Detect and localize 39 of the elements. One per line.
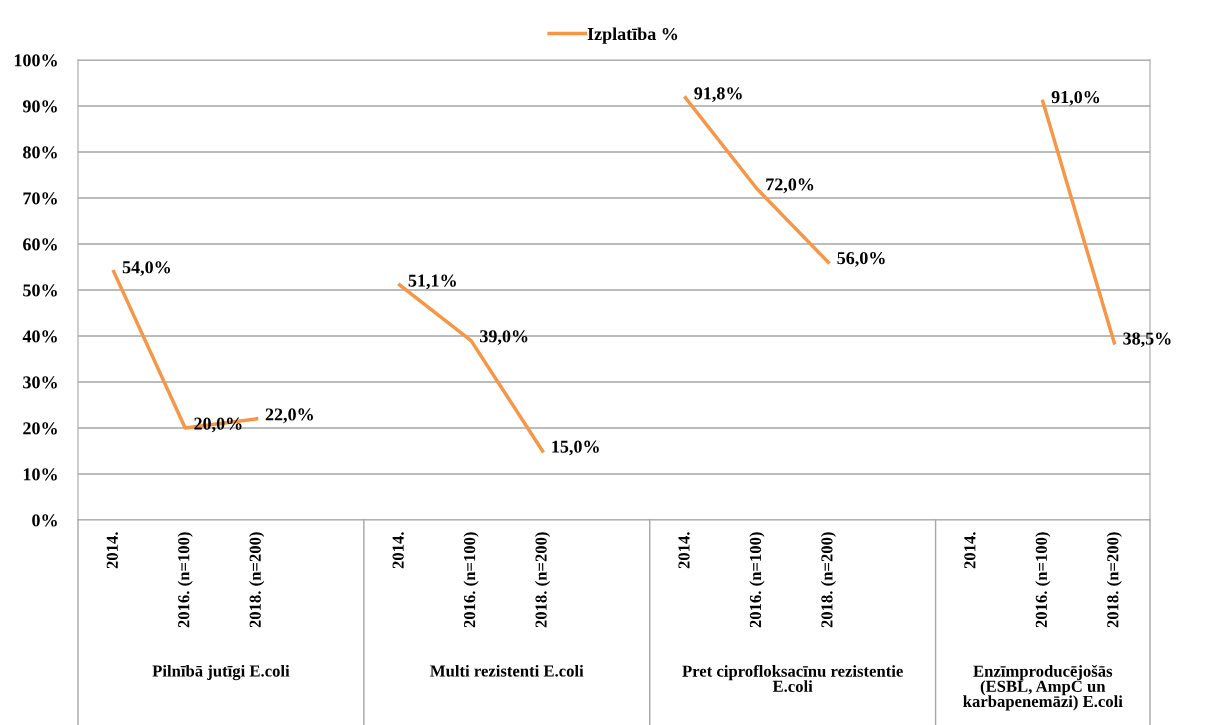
data-label: 56,0% xyxy=(837,251,885,267)
data-label: 54,0% xyxy=(122,261,171,276)
y-tick-label: 100% xyxy=(14,54,57,67)
y-tick-label: 0% xyxy=(32,514,57,527)
y-tick-label: 80% xyxy=(23,146,57,159)
x-tick-label: 2016. (n=100) xyxy=(749,532,765,628)
data-label: 38,5% xyxy=(1123,332,1171,348)
y-tick-label: 40% xyxy=(22,330,57,343)
y-tick-label: 10% xyxy=(23,468,57,481)
x-tick-label: 2016. (n=100) xyxy=(177,532,193,628)
y-tick-label: 50% xyxy=(23,284,57,297)
x-tick-label: 2018. (n=200) xyxy=(1106,532,1122,628)
text: Multi rezistenti E.coli xyxy=(430,664,584,677)
text: Enzīmproducējošās (ESBL, AmpC un karbapenemāzi) E.coli xyxy=(963,664,1123,711)
text: Pret ciprofloksacīnu rezistentie E.coli xyxy=(682,664,903,692)
x-tick-label: 2018. (n=200) xyxy=(820,532,836,628)
data-label: 51,1% xyxy=(408,274,456,290)
data-label: 20,0% xyxy=(194,417,242,433)
data-label: 39,0% xyxy=(480,330,528,345)
y-tick-label: 70% xyxy=(23,192,57,205)
data-label: 91,8% xyxy=(694,87,742,103)
data-label: 91,0% xyxy=(1051,90,1100,106)
data-label: 72,0% xyxy=(766,178,814,194)
y-tick-label: 60% xyxy=(23,238,57,251)
y-tick-label: 90% xyxy=(22,100,57,113)
x-tick-label: 2018. (n=200) xyxy=(534,532,551,628)
data-label: 22,0% xyxy=(265,408,313,424)
data-label: 15,0% xyxy=(552,440,599,456)
x-tick-label: 2014. xyxy=(392,532,404,569)
x-tick-label: 2016. (n=100) xyxy=(1035,532,1051,628)
x-tick-label: 2014. xyxy=(106,532,118,569)
legend-label: Izplatība % xyxy=(587,27,678,44)
x-tick-label: 2018. (n=200) xyxy=(249,532,265,628)
x-tick-label: 2014. xyxy=(964,532,976,569)
y-tick-label: 20% xyxy=(23,422,57,435)
text: Pilnībā jutīgi E.coli xyxy=(152,664,290,681)
x-tick-label: 2014. xyxy=(678,532,690,569)
x-tick-label: 2016. (n=100) xyxy=(463,532,479,628)
y-tick-label: 30% xyxy=(23,376,57,389)
